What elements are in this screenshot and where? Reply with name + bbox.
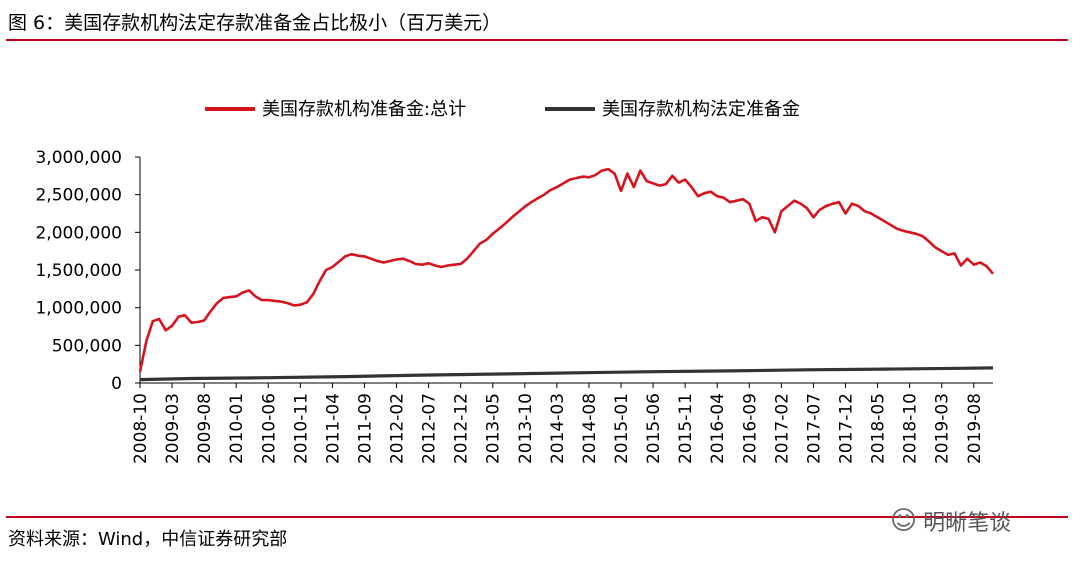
x-tick-label: 2012-02: [388, 393, 408, 464]
x-tick-label: 2012-07: [420, 393, 440, 464]
wechat-icon: ☺: [890, 506, 918, 536]
x-tick-label: 2012-12: [452, 393, 472, 464]
x-tick-label: 2019-03: [933, 393, 953, 464]
series-line-2: [139, 366, 994, 382]
y-tick-label: 2,000,000: [35, 223, 122, 243]
x-tick-label: 2013-10: [516, 393, 536, 464]
x-tick-label: 2016-09: [740, 393, 760, 464]
x-tick-label: 2009-08: [195, 393, 215, 464]
y-tick-label: 0: [111, 374, 122, 394]
x-tick-label: 2010-11: [291, 393, 311, 464]
x-tick-label: 2009-03: [163, 393, 183, 464]
y-tick-label: 1,000,000: [35, 299, 122, 319]
y-axis: 0 500,000 1,000,000 1,500,000 2,000,000 2,500…: [35, 148, 141, 394]
x-tick-label: 2015-06: [644, 393, 664, 464]
x-tick-label: 2011-09: [355, 393, 375, 464]
x-tick-label: 2017-12: [836, 393, 856, 464]
x-tick-label: 2017-07: [804, 393, 824, 464]
x-tick-label: 2011-04: [323, 393, 343, 464]
figure-title: 图 6：美国存款机构法定存款准备金占比极小（百万美元）: [8, 12, 502, 34]
series-line-1: [138, 167, 994, 372]
x-tick-label: 2014-08: [580, 393, 600, 464]
bottom-rule: [6, 516, 1068, 518]
top-rule: [6, 39, 1068, 41]
x-tick-label: 2010-01: [227, 393, 247, 464]
legend-label-2: 美国存款机构法定准备金: [602, 99, 800, 120]
x-tick-label: 2014-03: [548, 393, 568, 464]
x-tick-label: 2008-10: [131, 393, 151, 464]
x-tick-label: 2015-01: [612, 393, 632, 464]
legend-label-1: 美国存款机构准备金:总计: [262, 99, 466, 120]
y-tick-label: 3,000,000: [35, 148, 122, 168]
y-tick-label: 2,500,000: [35, 186, 122, 206]
x-tick-label: 2018-05: [869, 393, 889, 464]
y-tick-label: 1,500,000: [35, 261, 122, 281]
series-layer: [138, 167, 994, 382]
source-note: 资料来源：Wind，中信证券研究部: [8, 529, 288, 550]
chart-legend: 美国存款机构准备金:总计 美国存款机构法定准备金: [205, 99, 800, 120]
x-tick-label: 2013-05: [484, 393, 504, 464]
x-tick-label: 2017-02: [772, 393, 792, 464]
y-tick-label: 500,000: [52, 336, 122, 356]
x-tick-label: 2018-10: [901, 393, 921, 464]
watermark-text: 明晰笔谈: [923, 511, 1012, 536]
x-axis: 2008-10 2009-03 2009-08 2010-01 2010-06 2010-…: [131, 382, 993, 464]
x-tick-label: 2019-08: [965, 393, 985, 464]
x-tick-label: 2010-06: [259, 393, 279, 464]
watermark: ☺ 明晰笔谈: [890, 505, 1011, 537]
x-tick-label: 2016-04: [708, 393, 728, 464]
x-tick-label: 2015-11: [676, 393, 696, 464]
